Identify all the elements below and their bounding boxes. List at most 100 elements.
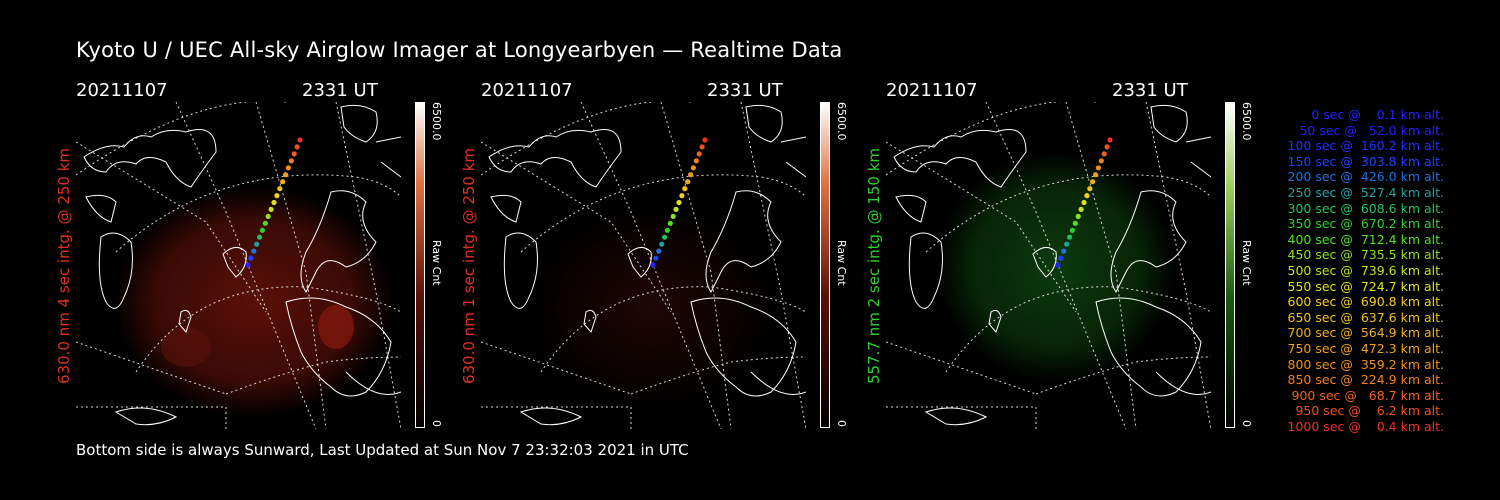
- legend-entry: 300 sec @ 608.6 km alt.: [1283, 200, 1445, 216]
- legend-entry: 150 sec @ 303.8 km alt.: [1283, 153, 1445, 169]
- panel-wavelength-label: 630.0 nm 4 sec intg. @ 250 km: [55, 147, 73, 385]
- trajectory-dot: [664, 227, 670, 233]
- trajectory-dot: [1078, 206, 1084, 212]
- trajectory-dot: [656, 248, 662, 254]
- allsky-image-map: [481, 102, 806, 429]
- colorbar: [415, 102, 425, 428]
- trajectory-dot: [288, 158, 294, 164]
- trajectory-dot: [699, 144, 705, 150]
- trajectory-dot: [285, 165, 291, 171]
- trajectory-dot: [1067, 234, 1073, 240]
- page-title: Kyoto U / UEC All-sky Airglow Imager at …: [76, 38, 843, 62]
- trajectory-dot: [690, 165, 696, 171]
- panel-date: 20211107: [886, 80, 978, 101]
- trajectory-dot: [245, 262, 251, 268]
- trajectory-dot: [268, 206, 274, 212]
- trajectory-dot: [248, 255, 254, 261]
- trajectory-dot: [1090, 179, 1096, 185]
- imager-panel: 20211107 2331 UT 630.0 nm 1 sec intg. @ …: [460, 80, 861, 432]
- legend-entry: 250 sec @ 527.4 km alt.: [1283, 184, 1445, 200]
- legend-entry: 950 sec @ 6.2 km alt.: [1291, 403, 1444, 419]
- trajectory-dot: [676, 199, 682, 206]
- trajectory-dot: [702, 137, 708, 143]
- panel-time: 2331 UT: [1112, 80, 1188, 101]
- legend-entry: 100 sec @ 160.2 km alt.: [1283, 138, 1445, 154]
- trajectory-dot: [1058, 255, 1064, 261]
- legend-entry: 200 sec @ 426.0 km alt.: [1283, 169, 1445, 185]
- trajectory-dot: [254, 241, 260, 247]
- trajectory-dot: [257, 234, 263, 240]
- trajectory-dot: [679, 193, 685, 199]
- trajectory-dot: [670, 213, 676, 219]
- trajectory-dot: [1093, 172, 1099, 178]
- trajectory-dot: [653, 255, 659, 261]
- trajectory-dot: [673, 206, 679, 212]
- trajectory-dot: [1061, 248, 1067, 254]
- trajectory-dot: [1069, 227, 1075, 233]
- panel-wavelength-label: 630.0 nm 1 sec intg. @ 250 km: [460, 147, 478, 385]
- trajectory-dot: [688, 172, 694, 178]
- trajectory-dot: [1107, 137, 1113, 143]
- colorbar-min-label: 0: [835, 420, 848, 427]
- legend-entry: 900 sec @ 68.7 km alt.: [1287, 387, 1444, 403]
- trajectory-dot: [1084, 193, 1090, 199]
- trajectory-legend: 0 sec @ 0.1 km alt. 50 sec @ 52.0 km alt…: [1262, 107, 1445, 434]
- imager-panel: 20211107 2331 UT 630.0 nm 4 sec intg. @ …: [55, 80, 456, 432]
- trajectory-dot: [1081, 199, 1087, 206]
- legend-entry: 650 sec @ 637.6 km alt.: [1283, 309, 1445, 325]
- trajectory-dot: [662, 234, 668, 240]
- colorbar: [1225, 102, 1235, 428]
- footer-note: Bottom side is always Sunward, Last Upda…: [76, 441, 689, 459]
- trajectory-dot: [274, 193, 280, 199]
- trajectory-dot: [667, 220, 673, 226]
- trajectory-dot: [265, 213, 271, 219]
- trajectory-dot: [1095, 165, 1101, 171]
- legend-entry: 400 sec @ 712.4 km alt.: [1283, 231, 1445, 247]
- legend-entry: 350 sec @ 670.2 km alt.: [1283, 216, 1445, 232]
- trajectory-dot: [1098, 158, 1104, 164]
- legend-entry: 700 sec @ 564.9 km alt.: [1283, 325, 1445, 341]
- trajectory-dot: [259, 227, 265, 233]
- colorbar-unit-label: Raw Cnt: [430, 240, 443, 286]
- colorbar-unit-label: Raw Cnt: [1240, 240, 1253, 286]
- legend-entry: 0 sec @ 0.1 km alt.: [1299, 107, 1444, 122]
- trajectory-dot: [283, 172, 289, 178]
- trajectory-dot: [1104, 144, 1110, 150]
- trajectory-dot: [1101, 151, 1107, 157]
- colorbar-min-label: 0: [1240, 420, 1253, 427]
- trajectory-dot: [1055, 262, 1061, 268]
- legend-entry: 450 sec @ 735.5 km alt.: [1283, 247, 1445, 263]
- trajectory-dot: [659, 241, 665, 247]
- colorbar-max-label: 6500.0: [1240, 102, 1253, 141]
- legend-entry: 1000 sec @ 0.4 km alt.: [1287, 418, 1444, 434]
- colorbar-max-label: 6500.0: [430, 102, 443, 141]
- legend-entry: 500 sec @ 739.6 km alt.: [1283, 262, 1445, 278]
- trajectory-dot: [685, 179, 691, 185]
- panel-wavelength-label: 557.7 nm 2 sec intg. @ 150 km: [865, 147, 883, 385]
- trajectory-dot: [280, 179, 286, 185]
- trajectory-dot: [1072, 220, 1078, 226]
- trajectory-dot: [650, 262, 656, 268]
- trajectory-dot: [1087, 186, 1093, 192]
- trajectory-dot: [294, 144, 300, 150]
- legend-entry: 750 sec @ 472.3 km alt.: [1283, 340, 1445, 356]
- colorbar-unit-label: Raw Cnt: [835, 240, 848, 286]
- panel-date: 20211107: [76, 80, 168, 101]
- legend-entry: 850 sec @ 224.9 km alt.: [1283, 372, 1445, 388]
- trajectory-dot: [262, 220, 268, 226]
- allsky-image-map: [886, 102, 1211, 429]
- panel-time: 2331 UT: [707, 80, 783, 101]
- trajectory-dot: [277, 186, 283, 192]
- trajectory-dot: [1064, 241, 1070, 247]
- colorbar-min-label: 0: [430, 420, 443, 427]
- trajectory-dot: [271, 199, 277, 206]
- legend-entry: 50 sec @ 52.0 km alt.: [1291, 122, 1444, 138]
- legend-entry: 800 sec @ 359.2 km alt.: [1283, 356, 1445, 372]
- trajectory-dot: [682, 186, 688, 192]
- trajectory-dot: [696, 151, 702, 157]
- allsky-image-map: [76, 102, 401, 429]
- trajectory-dot: [251, 248, 257, 254]
- trajectory-dot: [297, 137, 303, 143]
- legend-entry: 600 sec @ 690.8 km alt.: [1283, 294, 1445, 310]
- colorbar-max-label: 6500.0: [835, 102, 848, 141]
